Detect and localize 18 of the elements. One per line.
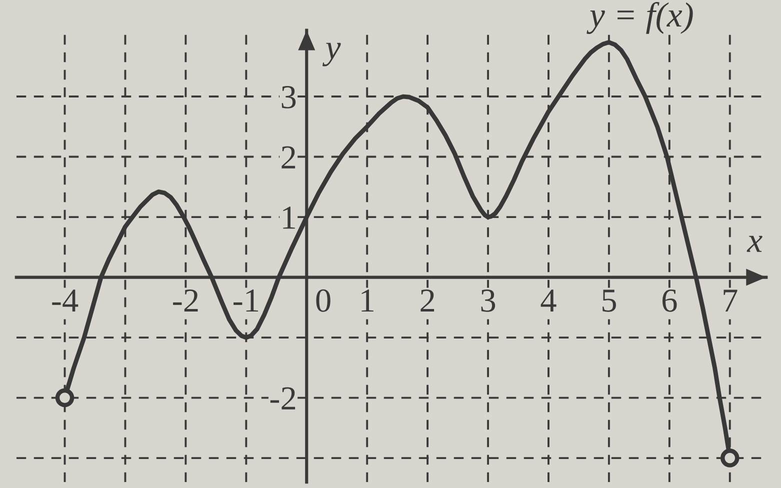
x-tick-label: 0 xyxy=(316,289,330,312)
series-label: y = f(x) xyxy=(586,2,693,34)
x-axis-title: x xyxy=(746,236,762,252)
x-tick-label: 3 xyxy=(481,289,496,312)
x-tick-label: 5 xyxy=(602,290,616,312)
x-tick-label: 1 xyxy=(362,290,374,312)
x-tick-label: 2 xyxy=(420,289,434,312)
x-tick-label: -4 xyxy=(52,290,78,312)
x-tick-label: 4 xyxy=(540,290,556,312)
y-tick-label: 1 xyxy=(283,206,295,229)
y-tick-label: 2 xyxy=(282,146,296,168)
x-tick-label: -1 xyxy=(234,290,258,312)
x-tick-label: 7 xyxy=(724,290,738,312)
y-axis-title: y xyxy=(322,42,341,66)
y-tick-label: 3 xyxy=(282,86,296,108)
x-tick-label: -2 xyxy=(173,289,198,312)
x-tick-label: 6 xyxy=(662,289,677,312)
y-tick-label: -2 xyxy=(270,387,296,410)
